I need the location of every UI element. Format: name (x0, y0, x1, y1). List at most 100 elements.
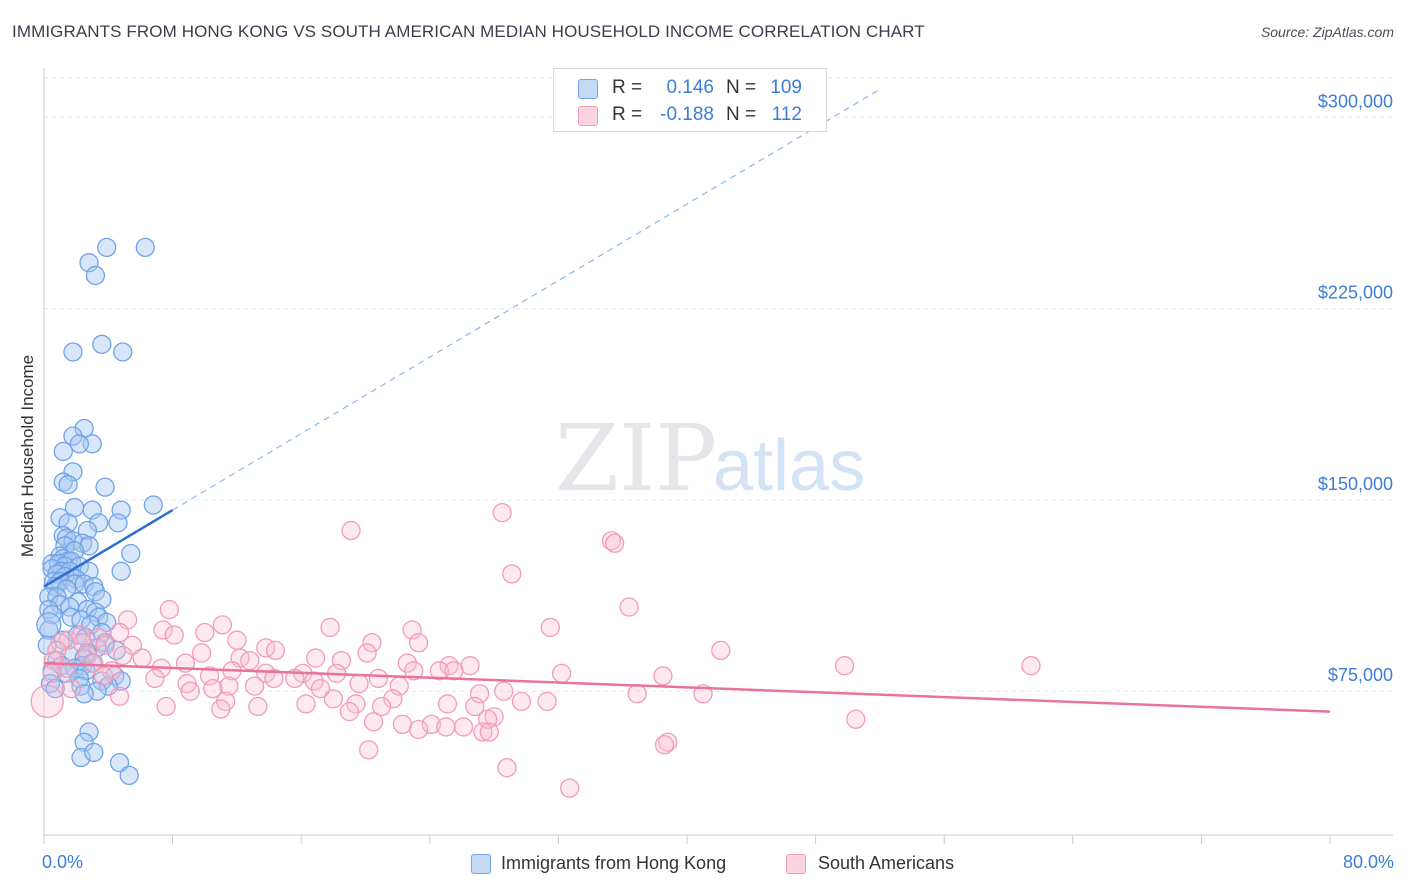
data-point (58, 474, 78, 495)
series-south-americans-points (30, 503, 1041, 798)
data-point (240, 650, 260, 671)
data-point (77, 520, 98, 541)
legend-swatch-south-americans (578, 106, 598, 126)
data-point (371, 696, 392, 717)
data-point (469, 684, 490, 704)
data-point (30, 684, 64, 719)
data-point (145, 668, 165, 689)
data-point (658, 732, 678, 752)
data-point (537, 691, 557, 712)
data-point (601, 531, 622, 551)
data-point (39, 620, 59, 640)
data-point (119, 765, 139, 786)
data-point (164, 625, 184, 645)
data-point (72, 633, 93, 653)
y-tick-label: $150,000 (1318, 474, 1393, 494)
source-label: Source: ZipAtlas.com (1260, 24, 1394, 40)
chart-title: IMMIGRANTS FROM HONG KONG VS SOUTH AMERI… (12, 22, 925, 41)
data-point (89, 513, 109, 533)
data-point (339, 701, 360, 722)
data-point (113, 645, 133, 666)
data-point (502, 564, 522, 584)
legend-label-hong-kong: Immigrants from Hong Kong (501, 853, 727, 873)
legend-swatch-south-americans (786, 854, 806, 874)
data-point (1021, 656, 1041, 676)
data-point (654, 735, 675, 755)
data-point (494, 681, 514, 701)
data-point (363, 712, 384, 732)
legend-swatch-hong-kong (578, 79, 598, 99)
data-point (392, 714, 413, 735)
data-point (627, 684, 647, 704)
data-point (93, 666, 114, 686)
data-point (97, 612, 117, 632)
data-point (497, 758, 517, 778)
data-point (159, 599, 180, 620)
data-point (143, 495, 163, 515)
data-point (473, 722, 493, 742)
data-point (404, 661, 424, 681)
data-point (63, 426, 83, 446)
data-point (95, 477, 115, 497)
stats-row-hong-kong: R = 0.146 N = 109 (554, 75, 826, 101)
watermark-atlas: atlas (713, 426, 865, 506)
y-axis-label: Median Household Income (18, 354, 37, 558)
stats-row-south-americans: R = -0.188 N = 112 (554, 102, 826, 128)
data-point (122, 635, 143, 655)
data-point (264, 668, 284, 689)
data-point (306, 648, 326, 668)
grid-lines (44, 77, 1393, 692)
data-point (109, 752, 130, 773)
data-point (79, 536, 99, 556)
data-point (195, 622, 215, 643)
stats-legend: R = 0.146 N = 109 R = -0.188 N = 112 (553, 68, 827, 132)
data-point (653, 666, 673, 686)
data-point (619, 597, 639, 617)
data-point (383, 689, 403, 709)
data-point (97, 237, 117, 258)
data-point (113, 342, 133, 362)
data-point (121, 543, 141, 564)
data-point (42, 663, 62, 684)
axes (43, 68, 1393, 844)
watermark: ZIP atlas (555, 405, 865, 512)
data-point (79, 722, 99, 742)
data-point (76, 661, 96, 681)
trend-line-hong-kong (43, 509, 174, 588)
n-value: 109 (770, 77, 802, 98)
legend-swatch-hong-kong (471, 854, 491, 874)
data-point (359, 740, 379, 760)
data-point (408, 633, 429, 653)
data-point (63, 342, 83, 362)
data-point (296, 694, 316, 714)
data-point (63, 462, 83, 482)
data-point (108, 513, 128, 533)
data-point (551, 663, 572, 684)
r-label: R = (612, 104, 643, 125)
data-point (846, 709, 866, 729)
data-point (397, 653, 417, 673)
data-point (53, 441, 73, 462)
data-point (84, 653, 104, 673)
data-point (362, 633, 382, 653)
data-point (357, 643, 377, 663)
data-point (465, 696, 485, 717)
data-point (74, 418, 94, 439)
r-value: 0.146 (666, 77, 714, 98)
data-point (227, 630, 247, 650)
data-point (408, 719, 429, 740)
data-point (437, 694, 458, 714)
trend-extension-hong-kong (172, 88, 881, 511)
data-point (310, 679, 331, 699)
data-point (199, 666, 220, 686)
n-value: 112 (771, 104, 802, 125)
x-tick-left: 0.0% (42, 852, 84, 872)
data-point (605, 533, 625, 553)
data-point (109, 686, 130, 706)
data-point (111, 561, 131, 581)
data-point (560, 778, 580, 798)
data-point (84, 742, 104, 763)
data-point (492, 503, 512, 523)
data-point (320, 617, 340, 638)
